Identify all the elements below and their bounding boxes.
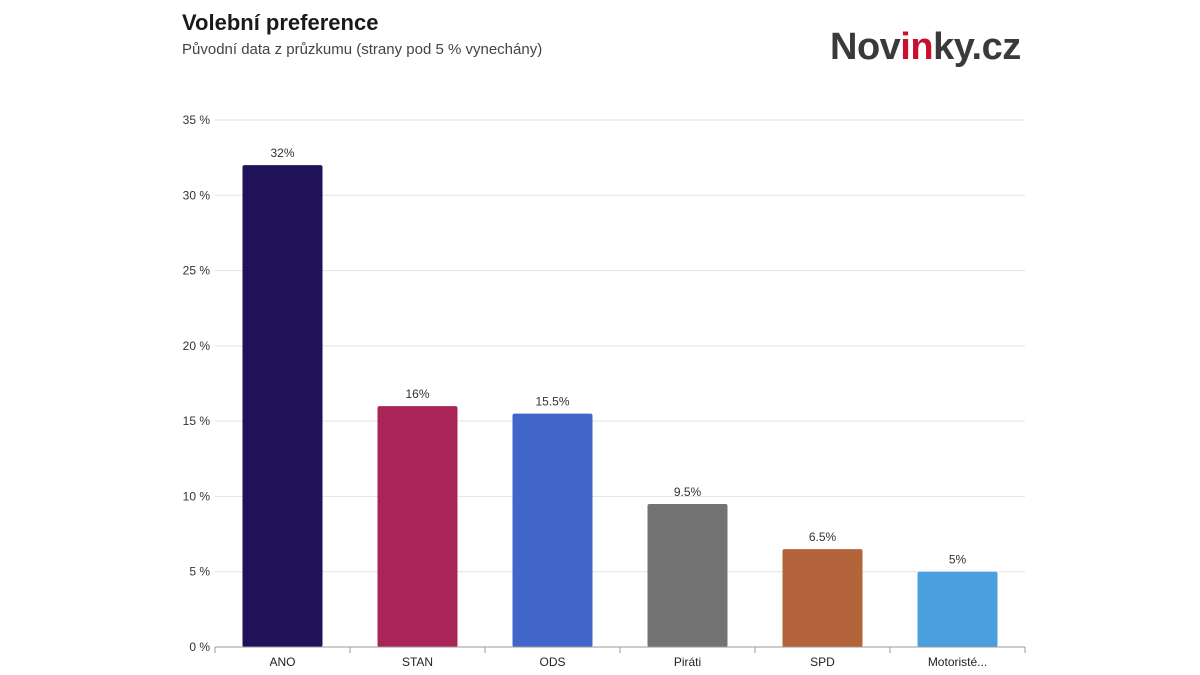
bar-2[interactable] [512,413,593,647]
chart-title: Volební preference [182,10,379,35]
x-axis: ANO STAN ODS Piráti SPD Motoristé... [214,646,1026,669]
x-category-label: ODS [539,655,565,669]
bar-3[interactable] [647,503,728,647]
bar-0[interactable] [242,165,323,647]
logo-highlight: in [900,26,934,68]
x-category-label: ANO [269,655,295,669]
data-label: 15.5% [535,395,569,409]
data-label: 5% [949,553,967,567]
logo-prefix: Nov [830,26,901,68]
bars: 32% 16% 15.5% 9.5% 6.5% 5% [242,146,998,647]
x-category-label: STAN [402,655,433,669]
x-category-label: Piráti [674,655,701,669]
chart-subtitle: Původní data z průzkumu (strany pod 5 % … [182,41,543,58]
y-tick-label: 0 % [189,640,210,654]
x-category-label: SPD [810,655,835,669]
novinky-logo[interactable]: Novinky.cz [830,26,1021,69]
y-tick-label: 25 % [183,264,211,278]
x-category-label: Motoristé... [928,655,987,669]
data-label: 6.5% [809,530,837,544]
y-tick-label: 30 % [183,188,211,202]
y-tick-label: 35 % [183,113,211,127]
y-axis: 0 % 5 % 10 % 15 % 20 % 25 % 30 % 35 % [183,113,211,654]
y-tick-label: 20 % [183,339,211,353]
bar-1[interactable] [377,406,458,647]
gridlines [215,119,1025,573]
bar-4[interactable] [782,549,863,647]
y-tick-label: 15 % [183,414,211,428]
y-tick-label: 5 % [189,565,210,579]
data-label: 32% [270,146,294,160]
logo-suffix: ky.cz [933,26,1021,68]
bar-5[interactable] [917,571,998,647]
data-label: 16% [405,387,429,401]
y-tick-label: 10 % [183,489,211,503]
data-label: 9.5% [674,485,702,499]
